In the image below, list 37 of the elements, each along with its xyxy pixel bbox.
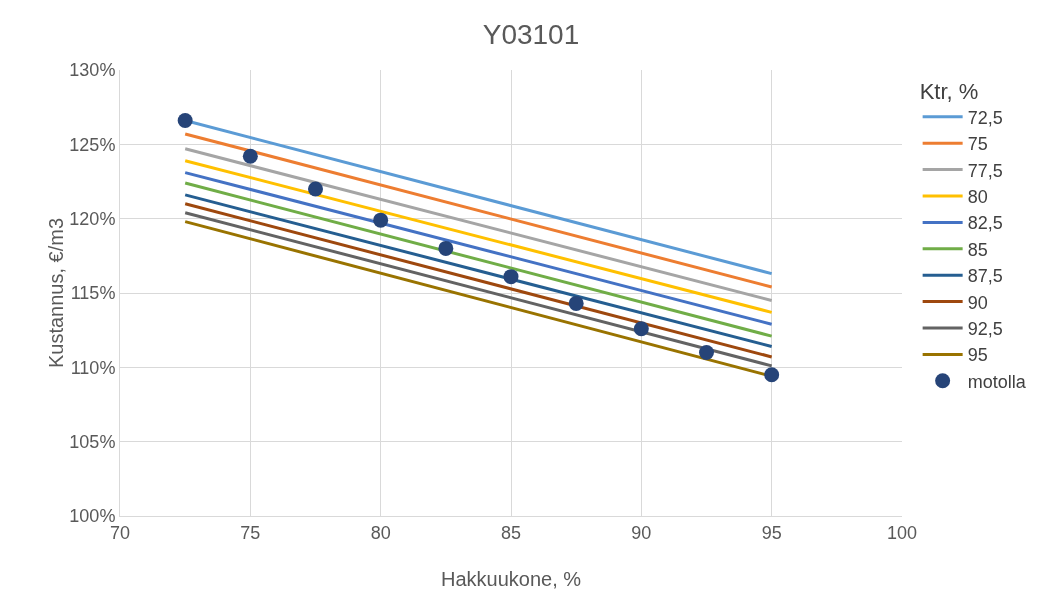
x-tick-label: 90 — [631, 522, 652, 543]
point — [308, 181, 323, 197]
legend-title: Ktr, % — [919, 78, 979, 104]
legend-label: 72,5 — [967, 107, 1003, 128]
point — [177, 113, 193, 129]
legend-label: motolla — [967, 371, 1027, 392]
point — [699, 344, 714, 360]
legend-label: 77,5 — [967, 160, 1003, 181]
point — [568, 295, 584, 311]
y-axis-title: Kustannus, €/m3 — [45, 217, 68, 369]
y-tick-label: 120% — [69, 208, 116, 229]
x-tick-label: 100 — [886, 522, 918, 543]
point — [503, 269, 519, 285]
point — [373, 212, 389, 228]
y-tick-label: 115% — [70, 283, 116, 304]
legend-label: 80 — [967, 187, 988, 208]
y-tick-label: 125% — [69, 134, 116, 155]
legend-label: 95 — [967, 345, 988, 366]
x-axis-title: Hakkuukone, % — [440, 568, 582, 590]
x-tick-label: 80 — [370, 522, 391, 543]
x-tick-label: 75 — [240, 522, 261, 543]
point — [764, 367, 780, 383]
chart-title: Y03101 — [482, 18, 580, 50]
y-tick-label: 130% — [69, 60, 116, 81]
legend-label: 87,5 — [967, 266, 1003, 287]
point — [242, 148, 258, 164]
legend-label: 92,5 — [967, 319, 1003, 340]
y-tick-label: 105% — [69, 431, 116, 452]
point — [633, 321, 649, 337]
x-tick-label: 95 — [761, 522, 782, 543]
legend-label: 85 — [967, 239, 988, 260]
legend-label: 90 — [967, 292, 988, 313]
legend-label: 82,5 — [967, 213, 1003, 234]
x-tick-label: 85 — [500, 522, 522, 543]
y-tick-label: 110% — [70, 357, 116, 378]
legend-label: 75 — [967, 134, 988, 155]
point — [438, 240, 454, 256]
